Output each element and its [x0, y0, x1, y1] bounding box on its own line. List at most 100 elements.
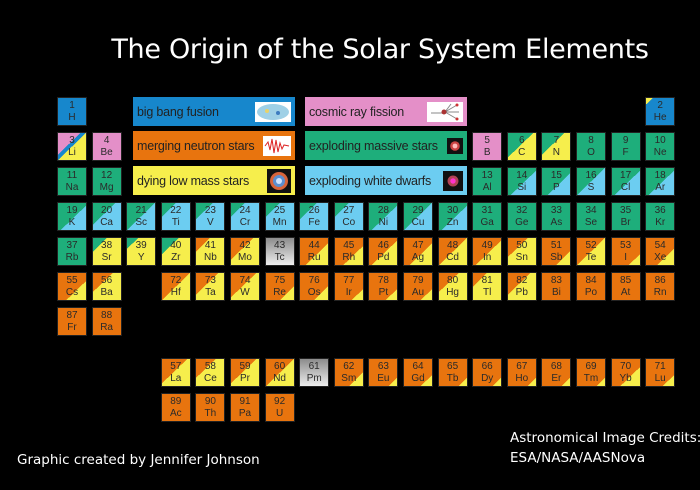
- element-symbol: Ba: [100, 287, 113, 298]
- element-te: 52 Te: [576, 237, 606, 266]
- legend-label: merging neutron stars: [137, 138, 255, 153]
- element-symbol: Sr: [101, 252, 112, 263]
- element-symbol: Yb: [619, 373, 632, 384]
- element-symbol: Zn: [446, 217, 459, 228]
- element-symbol: Nb: [203, 252, 217, 263]
- element-symbol: Ru: [307, 252, 321, 263]
- atomic-number: 1: [69, 100, 75, 111]
- element-symbol: Po: [584, 287, 598, 298]
- element-symbol: Si: [517, 182, 527, 193]
- element-sr: 38 Sr: [91, 237, 122, 266]
- particle-collision-icon: [427, 97, 463, 126]
- atomic-number: 87: [66, 310, 78, 321]
- element-yb: 70 Yb: [610, 358, 641, 387]
- element-symbol: Sn: [515, 252, 528, 263]
- element-rb: 37 Rb: [57, 237, 87, 266]
- element-symbol: Cr: [239, 217, 251, 228]
- element-cl: 17 Cl: [610, 167, 641, 196]
- element-symbol: Ni: [378, 217, 389, 228]
- element-cs: 55 Cs: [57, 272, 87, 301]
- element-symbol: Hf: [170, 287, 181, 298]
- element-symbol: Mo: [238, 252, 252, 263]
- element-symbol: Pr: [240, 373, 250, 384]
- element-ne: 10 Ne: [645, 132, 676, 161]
- atomic-number: 89: [170, 396, 182, 407]
- atomic-number: 26: [308, 205, 320, 216]
- atomic-number: 84: [585, 275, 597, 286]
- element-symbol: Zr: [171, 252, 181, 263]
- atomic-number: 6: [519, 135, 525, 146]
- element-rh: 45 Rh: [333, 237, 364, 266]
- element-symbol: Sb: [550, 252, 563, 263]
- atomic-number: 11: [66, 170, 78, 181]
- element-symbol: U: [275, 408, 284, 419]
- atomic-number: 57: [170, 361, 182, 372]
- legend-big-bang-fusion: big bang fusion: [133, 97, 295, 126]
- element-s: 16 S: [576, 167, 606, 196]
- element-ru: 44 Ru: [299, 237, 330, 266]
- element-symbol: Ir: [345, 287, 352, 298]
- atomic-number: 40: [170, 240, 182, 251]
- element-symbol: Ce: [203, 373, 217, 384]
- element-symbol: Ho: [515, 373, 529, 384]
- element-symbol: Re: [273, 287, 286, 298]
- atomic-number: 29: [412, 205, 424, 216]
- atomic-number: 20: [101, 205, 113, 216]
- atomic-number: 64: [412, 361, 424, 372]
- atomic-number: 51: [550, 240, 562, 251]
- atomic-number: 85: [620, 275, 632, 286]
- element-symbol: Ga: [480, 217, 494, 228]
- element-i: 53 I: [610, 237, 641, 266]
- atomic-number: 62: [343, 361, 355, 372]
- element-symbol: Rb: [65, 252, 79, 263]
- atomic-number: 25: [274, 205, 286, 216]
- legend-cosmic-ray-fission: cosmic ray fission: [305, 97, 467, 126]
- legend-label: big bang fusion: [137, 104, 219, 119]
- element-symbol: Pa: [238, 408, 252, 419]
- atomic-number: 76: [308, 275, 320, 286]
- atomic-number: 36: [654, 205, 666, 216]
- atomic-number: 81: [481, 275, 493, 286]
- element-symbol: Xe: [654, 252, 667, 263]
- element-symbol: Ta: [205, 287, 216, 298]
- element-symbol: Se: [584, 217, 598, 228]
- element-symbol: Mg: [99, 182, 114, 193]
- element-p: 15 P: [541, 167, 572, 196]
- atomic-number: 19: [66, 205, 78, 216]
- element-ho: 67 Ho: [506, 358, 537, 387]
- atomic-number: 78: [377, 275, 389, 286]
- atomic-number: 65: [447, 361, 459, 372]
- element-pa: 91 Pa: [230, 393, 260, 422]
- element-lu: 71 Lu: [645, 358, 676, 387]
- atomic-number: 88: [101, 310, 113, 321]
- atomic-number: 34: [585, 205, 597, 216]
- element-symbol: Cu: [411, 217, 425, 228]
- element-li: 3 Li: [57, 132, 87, 161]
- element-w: 74 W: [230, 272, 260, 301]
- element-cd: 48 Cd: [437, 237, 468, 266]
- element-symbol: Fe: [308, 217, 321, 228]
- atomic-number: 27: [343, 205, 355, 216]
- image-credits-heading: Astronomical Image Credits:: [510, 430, 700, 446]
- element-nd: 60 Nd: [264, 358, 295, 387]
- page-title: The Origin of the Solar System Elements: [111, 34, 649, 65]
- author-credit: Graphic created by Jennifer Johnson: [17, 452, 260, 468]
- element-symbol: Y: [137, 252, 145, 263]
- element-tm: 69 Tm: [576, 358, 606, 387]
- atomic-number: 73: [204, 275, 216, 286]
- atomic-number: 68: [550, 361, 562, 372]
- element-symbol: Ra: [100, 322, 113, 333]
- element-zn: 30 Zn: [437, 202, 468, 231]
- element-ge: 32 Ge: [506, 202, 537, 231]
- element-symbol: Kr: [655, 217, 666, 228]
- element-symbol: Na: [65, 182, 79, 193]
- element-ce: 58 Ce: [195, 358, 226, 387]
- element-in: 49 In: [472, 237, 503, 266]
- element-symbol: Ar: [655, 182, 666, 193]
- element-symbol: W: [240, 287, 250, 298]
- element-os: 76 Os: [299, 272, 330, 301]
- element-y: 39 Y: [126, 237, 157, 266]
- element-symbol: N: [552, 147, 560, 158]
- element-symbol: Ge: [515, 217, 529, 228]
- element-he: 2 He: [645, 97, 676, 126]
